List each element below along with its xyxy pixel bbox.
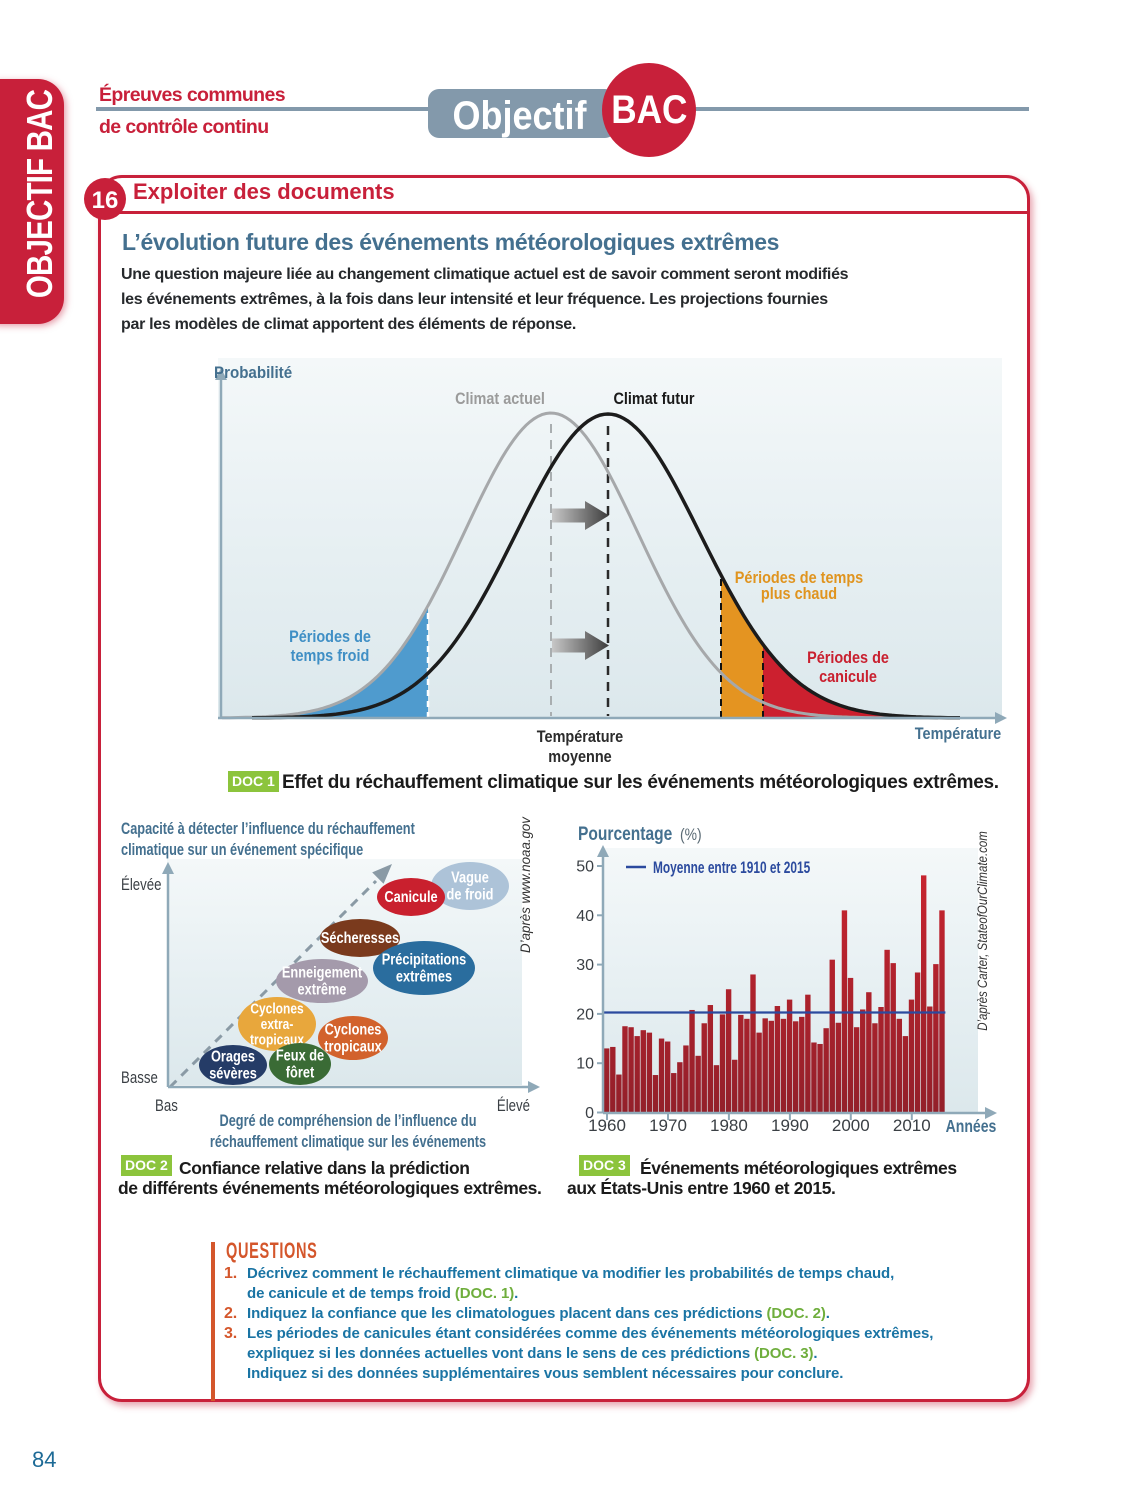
- svg-text:sévères: sévères: [209, 1065, 257, 1083]
- svg-text:réchauffement climatique sur l: réchauffement climatique sur les événeme…: [210, 1132, 486, 1151]
- svg-text:Climat actuel: Climat actuel: [455, 390, 545, 408]
- svg-text:Climat futur: Climat futur: [613, 390, 694, 408]
- svg-text:Années: Années: [946, 1116, 997, 1136]
- svg-text:moyenne: moyenne: [548, 748, 612, 766]
- svg-text:Périodes de temps: Périodes de temps: [735, 569, 864, 587]
- svg-text:Probabilité: Probabilité: [214, 363, 292, 382]
- svg-text:Vague: Vague: [451, 869, 489, 887]
- svg-text:extrêmes: extrêmes: [396, 968, 452, 986]
- svg-text:2010: 2010: [893, 1116, 931, 1135]
- svg-text:extra-: extra-: [261, 1016, 294, 1033]
- svg-text:Cyclones: Cyclones: [250, 1000, 303, 1017]
- svg-text:Température: Température: [537, 728, 624, 746]
- svg-text:extrême: extrême: [297, 981, 346, 999]
- svg-text:40: 40: [576, 908, 594, 925]
- svg-text:D’après Carter, StateofOurClim: D’après Carter, StateofOurClimate.com: [974, 831, 990, 1031]
- svg-text:Moyenne entre 1910 et 2015: Moyenne entre 1910 et 2015: [653, 859, 810, 878]
- svg-text:Cyclones: Cyclones: [325, 1021, 382, 1039]
- svg-text:1990: 1990: [771, 1116, 809, 1135]
- svg-text:1970: 1970: [649, 1116, 687, 1135]
- svg-text:climatique sur un événement sp: climatique sur un événement spécifique: [121, 840, 363, 859]
- svg-text:2000: 2000: [832, 1116, 870, 1135]
- svg-text:0: 0: [585, 1105, 594, 1122]
- svg-text:tropicaux: tropicaux: [250, 1031, 304, 1048]
- svg-text:Périodes de: Périodes de: [807, 649, 889, 667]
- svg-text:Élevée: Élevée: [121, 876, 162, 895]
- svg-text:Bas: Bas: [155, 1097, 178, 1116]
- svg-text:50: 50: [576, 859, 594, 876]
- svg-text:Enneigement: Enneigement: [282, 964, 362, 982]
- svg-text:10: 10: [576, 1056, 594, 1073]
- svg-text:1980: 1980: [710, 1116, 748, 1135]
- svg-text:Basse: Basse: [121, 1069, 158, 1088]
- svg-text:Température: Température: [915, 725, 1002, 743]
- svg-text:30: 30: [576, 957, 594, 974]
- svg-text:Périodes de: Périodes de: [289, 628, 371, 646]
- svg-text:temps froid: temps froid: [291, 647, 370, 665]
- svg-text:tropicaux: tropicaux: [324, 1038, 382, 1056]
- svg-text:D’après www.noaa.gov: D’après www.noaa.gov: [518, 816, 533, 953]
- svg-text:(%): (%): [680, 826, 702, 845]
- svg-text:canicule: canicule: [819, 668, 877, 686]
- svg-text:de froid: de froid: [447, 886, 494, 904]
- svg-text:1960: 1960: [588, 1116, 626, 1135]
- svg-text:Canicule: Canicule: [384, 889, 437, 907]
- svg-text:Pourcentage: Pourcentage: [578, 823, 673, 845]
- svg-text:Précipitations: Précipitations: [382, 951, 467, 969]
- svg-text:fôret: fôret: [286, 1064, 315, 1082]
- svg-text:Sécheresses: Sécheresses: [321, 930, 399, 948]
- svg-text:Feux de: Feux de: [276, 1047, 324, 1065]
- svg-text:Élevé: Élevé: [497, 1097, 530, 1116]
- svg-text:20: 20: [576, 1006, 594, 1023]
- svg-text:Capacité à détecter l’influenc: Capacité à détecter l’influence du récha…: [121, 819, 415, 838]
- svg-text:Orages: Orages: [211, 1048, 255, 1066]
- svg-text:Degré de compréhension de l’in: Degré de compréhension de l’influence du: [220, 1111, 477, 1130]
- svg-text:plus chaud: plus chaud: [761, 585, 837, 603]
